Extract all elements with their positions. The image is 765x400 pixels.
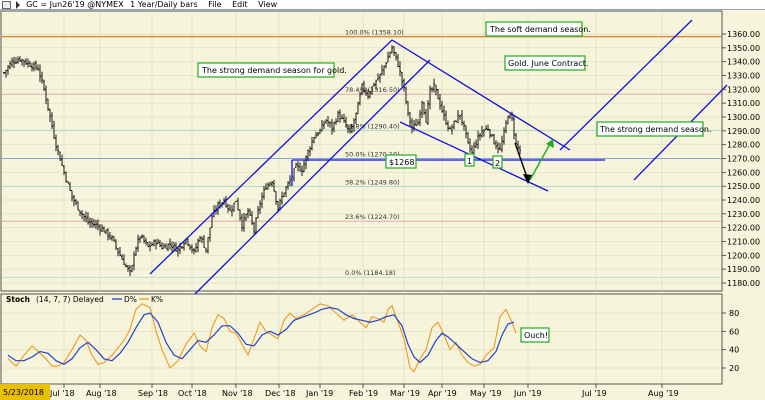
date-tick-label: Oct '18 [178,389,207,398]
play-arrow-icon[interactable] [15,1,20,9]
note-two: 2 [495,159,500,168]
price-tick-label: 1220.00 [727,224,760,233]
stoch-tick-label: 60 [729,327,739,336]
stoch-k-line [7,303,517,373]
fib-level-label: 50.0% (1270.10) [345,150,400,158]
note-strong-season-box [197,62,335,78]
stoch-label: Stoch [6,295,30,304]
date-tick-label: Jan '19 [305,389,333,398]
fib-level-label: 38.2% (1249.80) [345,178,400,186]
d-legend-label: D% [124,295,137,304]
grid-layer: 1180.00 1190.00 1200.00 1210.00 1220.00 1230.… [2,12,760,398]
fibonacci-levels: 100.0% (1358.10)78.4% (1316.50)61.8% (12… [2,29,721,278]
uptrend-channel-upper [149,39,393,275]
note-june-contract-box [504,55,586,71]
start-date-badge [0,384,50,400]
stoch-tick-label: 80 [729,309,739,318]
note-1268: $1268 [389,158,414,167]
price-tick-label: 1240.00 [727,196,760,205]
date-tick-label: May '19 [470,389,501,398]
date-tick-label: Mar '19 [390,389,420,398]
up-arrow-head [546,139,554,148]
fib-level-label: 23.6% (1224.70) [345,213,400,221]
fib-level-label: 0.0% (1184.18) [345,269,396,277]
price-tick-label: 1230.00 [727,210,760,219]
fib-level-label: 100.0% (1358.10) [345,29,404,37]
price-arrows [514,139,554,184]
start-date-label: 5/23/2018 [3,388,44,397]
price-tick-label: 1250.00 [727,182,760,191]
stoch-tick-label: 20 [729,364,739,373]
menu-edit[interactable]: Edit [232,0,248,9]
note-june-contract: Gold. June Contract. [508,59,588,68]
future-channel-upper [559,19,693,151]
price-tick-label: 1210.00 [727,238,760,247]
chart-title-bar: GC = Jun26'19 @NYMEX 1 Year/Daily bars F… [0,0,765,10]
price-tick-label: 1340.00 [727,58,760,67]
date-tick-label: Jul '19 [581,389,607,398]
down-arrow-shaft [514,142,529,181]
downtrend-line-upper [391,39,571,151]
menu-file[interactable]: File [208,0,222,9]
down-arrow-head [523,174,532,184]
annotations: The strong demand season for gold. The s… [197,21,711,343]
up-arrow-shaft [529,141,552,181]
price-tick-label: 1190.00 [727,265,760,274]
price-tick-label: 1330.00 [727,72,760,81]
stoch-d-line [7,306,515,365]
price-tick-label: 1310.00 [727,99,760,108]
stochastic-lines [7,303,517,373]
price-tick-label: 1180.00 [727,279,760,288]
date-tick-label: Jun '19 [513,389,541,398]
period-text[interactable]: 1 Year/Daily bars [130,0,198,9]
price-tick-label: 1350.00 [727,44,760,53]
note-soft-season: The soft demand season. [489,25,591,34]
price-tick-label: 1270.00 [727,155,760,164]
note-one-box [464,153,475,167]
price-tick-label: 1320.00 [727,85,760,94]
note-two-box [492,155,503,169]
note-one: 1 [467,157,472,166]
fib-level-label: 61.8% (1290.40) [345,122,400,130]
date-tick-label: Apr '19 [428,389,457,398]
date-tick-label: Aug '19 [648,389,679,398]
price-tick-label: 1360.00 [727,30,760,39]
price-tick-label: 1200.00 [727,251,760,260]
stoch-tick-label: 40 [729,346,739,355]
uptrend-channel-lower [194,59,431,295]
stoch-legend: Stoch (14, 7, 7) Delayed D% K% [6,295,163,304]
note-ouch: Ouch! [524,331,548,340]
symbol-text: GC = Jun26'19 @NYMEX [26,0,124,9]
menu-view[interactable]: View [258,0,278,9]
date-tick-label: Nov '18 [222,389,253,398]
note-ouch-box [520,327,550,343]
date-tick-label: Dec '18 [265,389,295,398]
price-tick-label: 1300.00 [727,113,760,122]
price-panel-frame [0,10,723,292]
price-tick-label: 1290.00 [727,127,760,136]
date-tick-label: Jul '18 [49,389,75,398]
date-tick-label: Sep '18 [138,389,168,398]
note-soft-season-box [485,21,583,37]
stoch-panel-frame [0,293,723,385]
note-strong-demand-box [596,121,704,137]
note-1268-box [385,154,417,169]
note-strong-demand: The strong demand season. [599,125,711,134]
expand-icon[interactable] [2,1,11,9]
price-tick-label: 1280.00 [727,141,760,150]
stoch-params: (14, 7, 7) Delayed [36,295,104,304]
trend-lines [149,19,728,295]
date-tick-label: Aug '18 [86,389,117,398]
k-legend-label: K% [151,295,163,304]
price-tick-label: 1260.00 [727,168,760,177]
date-tick-label: Feb '19 [349,389,378,398]
note-strong-season: The strong demand season for gold. [201,66,347,75]
